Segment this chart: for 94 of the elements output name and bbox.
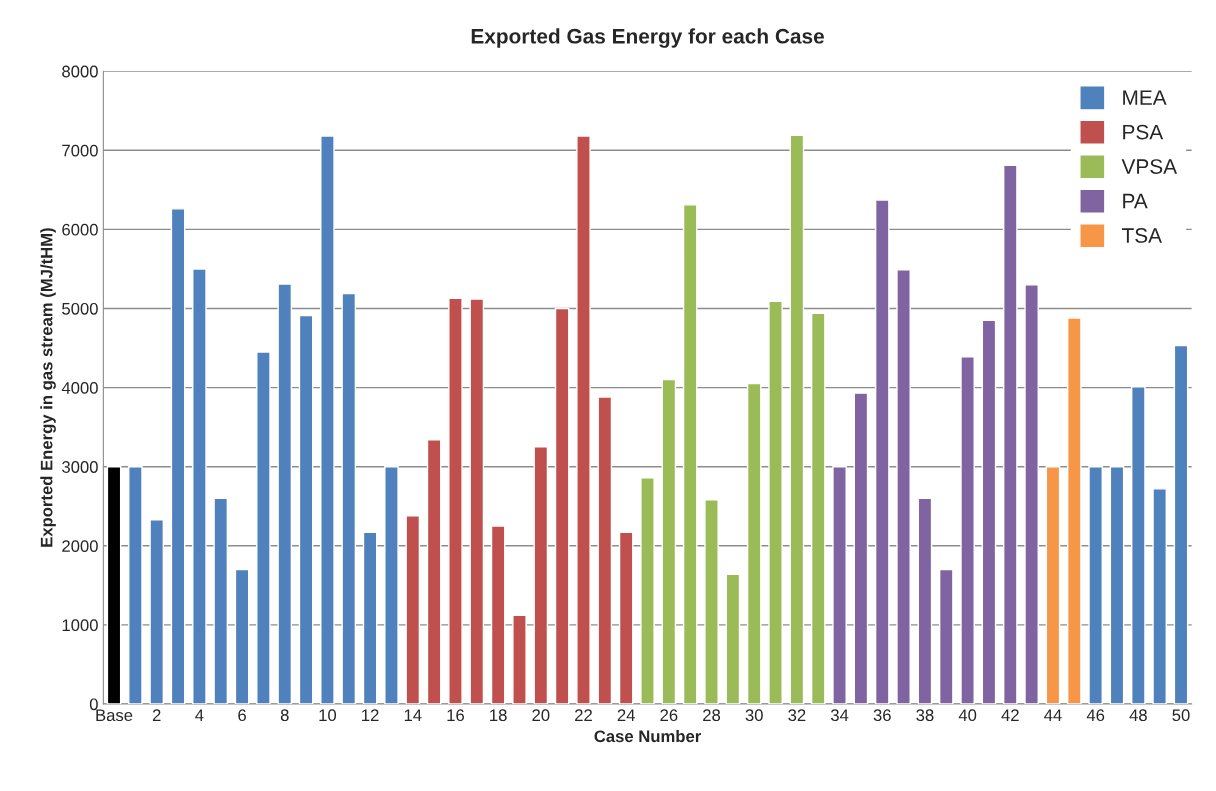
x-tick-label: 28 xyxy=(703,709,721,722)
bar xyxy=(832,465,847,704)
bar xyxy=(192,268,207,704)
bar xyxy=(213,497,229,704)
bar xyxy=(298,314,314,704)
y-tick-label: 2000 xyxy=(62,540,98,552)
bar xyxy=(597,396,613,704)
x-tick-label: 42 xyxy=(1001,709,1019,721)
bar xyxy=(426,439,442,704)
bar xyxy=(1173,344,1189,704)
bar xyxy=(362,531,378,704)
bar xyxy=(1024,284,1039,704)
bar xyxy=(512,614,527,704)
bar xyxy=(448,297,463,704)
bar xyxy=(1067,317,1082,704)
bar xyxy=(1045,465,1061,704)
bar xyxy=(490,525,506,704)
bar xyxy=(640,477,655,704)
bar xyxy=(874,199,890,704)
bar xyxy=(234,568,250,704)
x-tick-label: 32 xyxy=(788,709,806,722)
bar xyxy=(917,497,933,704)
bar xyxy=(1152,488,1167,704)
bar xyxy=(106,465,122,704)
bar xyxy=(576,135,591,704)
x-tick-label: 46 xyxy=(1086,709,1105,722)
legend-label: MEA xyxy=(1123,90,1167,105)
y-tick-label: 8000 xyxy=(62,65,98,78)
x-tick-label: 36 xyxy=(873,709,891,722)
legend-label: PSA xyxy=(1123,124,1164,140)
bar xyxy=(320,135,335,704)
x-tick-label: 30 xyxy=(745,709,763,722)
x-tick-label: 8 xyxy=(280,709,289,722)
bar xyxy=(1131,386,1146,704)
x-tick-label: 26 xyxy=(660,709,678,722)
bar xyxy=(810,312,826,704)
bar xyxy=(938,568,954,704)
x-tick-label: 40 xyxy=(958,709,977,722)
x-tick-label: 44 xyxy=(1044,709,1062,721)
x-tick-label: 10 xyxy=(319,709,337,722)
bar xyxy=(789,134,805,704)
bar xyxy=(960,356,975,704)
x-tick-label: Base xyxy=(96,709,133,722)
x-tick-label: 16 xyxy=(447,709,464,722)
bar xyxy=(149,518,165,704)
x-tick-label: 4 xyxy=(195,709,204,721)
y-tick-label: 6000 xyxy=(62,223,98,236)
bar xyxy=(405,515,421,704)
y-tick-label: 0 xyxy=(89,698,98,711)
bar xyxy=(256,351,271,704)
x-axis-title: Case Number xyxy=(594,729,701,743)
x-tick-label: 6 xyxy=(238,709,246,722)
y-tick-label: 1000 xyxy=(62,619,98,632)
x-tick-label: 22 xyxy=(575,709,592,721)
bar xyxy=(682,204,698,704)
x-tick-label: 38 xyxy=(916,709,934,722)
x-tick-label: 2 xyxy=(152,709,161,721)
y-tick-label: 4000 xyxy=(61,381,98,394)
bar xyxy=(896,269,911,704)
bar xyxy=(1002,164,1018,704)
x-tick-label: 24 xyxy=(617,709,635,721)
legend-label: TSA xyxy=(1121,228,1162,243)
bar xyxy=(661,378,677,704)
x-tick-label: 48 xyxy=(1129,709,1147,722)
bar xyxy=(341,292,357,704)
bar xyxy=(618,531,634,704)
bar xyxy=(1088,465,1103,704)
x-tick-label: 20 xyxy=(532,709,550,722)
x-tick-label: 12 xyxy=(362,709,379,721)
bar xyxy=(725,573,741,704)
bar xyxy=(704,499,719,704)
y-tick-label: 7000 xyxy=(62,144,98,157)
y-axis-title: Exported Energy in gas stream (MJ/tHM) xyxy=(40,228,56,547)
x-tick-label: 50 xyxy=(1172,709,1190,722)
bar xyxy=(981,319,997,704)
x-tick-label: 34 xyxy=(830,709,849,722)
legend-label: PA xyxy=(1123,193,1148,209)
bar xyxy=(384,465,399,704)
y-tick-label: 5000 xyxy=(62,302,98,315)
bar xyxy=(170,208,186,704)
bar xyxy=(768,300,783,704)
x-tick-label: 18 xyxy=(490,709,507,722)
y-tick-label: 3000 xyxy=(62,461,98,473)
bar xyxy=(554,307,570,704)
bar xyxy=(533,446,549,704)
legend-label: VPSA xyxy=(1121,159,1178,174)
x-tick-label: 14 xyxy=(404,709,422,721)
bar xyxy=(128,465,143,704)
bar xyxy=(469,298,485,704)
bar xyxy=(1109,465,1125,704)
bar xyxy=(746,382,762,704)
bar xyxy=(853,392,869,704)
chart-title: Exported Gas Energy for each Case xyxy=(471,28,824,48)
bar xyxy=(277,283,293,704)
